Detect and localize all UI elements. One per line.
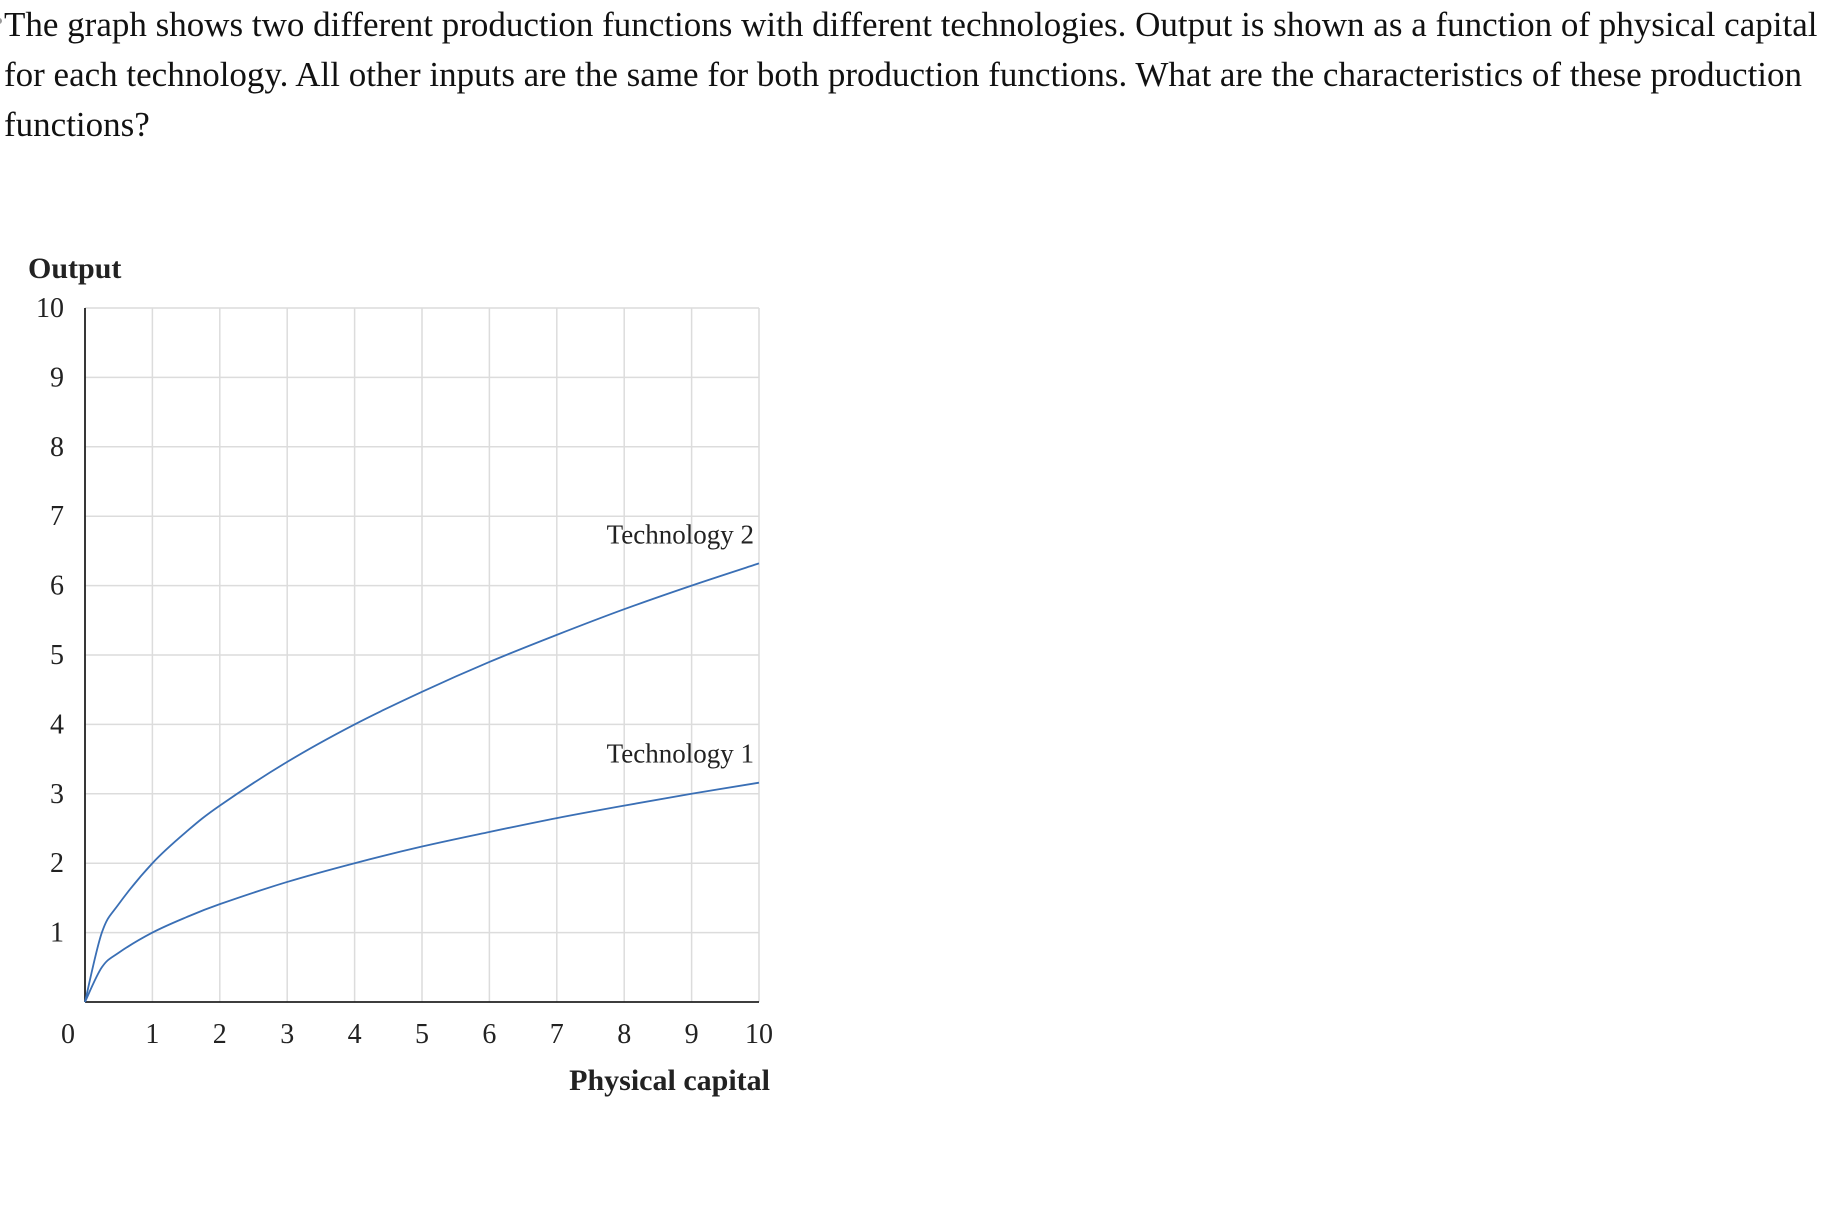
x-tick-label: 3 — [280, 1019, 294, 1050]
x-tick-label: 8 — [617, 1019, 631, 1050]
y-tick-label: 9 — [50, 362, 64, 393]
series-line-technology-1 — [84, 781, 760, 1003]
y-tick-label: 1 — [50, 918, 64, 949]
y-tick-label: 8 — [50, 432, 64, 463]
x-tick-label: 2 — [213, 1019, 227, 1050]
y-tick-label: 2 — [50, 848, 64, 879]
y-tick-label: 5 — [50, 640, 64, 671]
series-label: Technology 1 — [607, 739, 754, 769]
x-tick-label: 10 — [745, 1019, 773, 1050]
x-tick-label: 5 — [415, 1019, 429, 1050]
x-tick-label: 0 — [61, 1019, 75, 1050]
series-label: Technology 2 — [607, 519, 754, 549]
x-tick-label: 9 — [685, 1019, 699, 1050]
x-tick-label: 1 — [145, 1019, 159, 1050]
y-axis-title: Output — [28, 252, 121, 285]
series-lines — [84, 562, 760, 1003]
bullet-dot — [0, 18, 2, 24]
x-tick-label: 4 — [348, 1019, 362, 1050]
x-tick-label: 6 — [482, 1019, 496, 1050]
question-text: The graph shows two different production… — [4, 5, 1818, 144]
x-axis-title: Physical capital — [569, 1064, 770, 1097]
y-tick-label: 3 — [50, 779, 64, 810]
series-line-technology-2 — [84, 562, 760, 1003]
axes — [84, 308, 759, 1003]
x-tick-label: 7 — [550, 1019, 564, 1050]
y-tick-label: 4 — [50, 709, 64, 740]
y-tick-label: 10 — [36, 293, 64, 324]
y-tick-label: 6 — [50, 571, 64, 602]
y-tick-label: 7 — [50, 501, 64, 532]
grid-lines — [85, 307, 760, 1002]
chart-labels: Technology 2 Technology 1 1 2 3 4 5 6 7 8 9 10 0 1 2 3 4… — [28, 252, 773, 1097]
